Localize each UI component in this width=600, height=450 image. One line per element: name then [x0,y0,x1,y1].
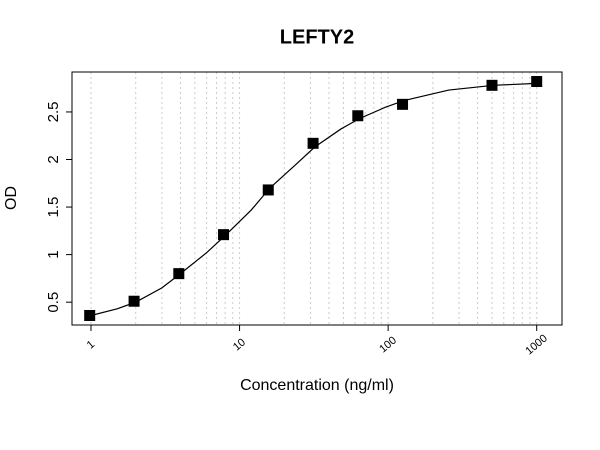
chart-title: LEFTY2 [280,26,354,48]
x-tick-label: 100 [377,334,399,355]
data-point [128,295,140,307]
x-tick-label: 10 [231,336,248,353]
data-point [352,110,364,122]
data-point [173,268,185,280]
y-tick-label: 2.5 [45,102,62,123]
data-point [218,229,230,241]
x-tick-label: 1000 [523,332,549,357]
y-tick-label: 2 [45,155,62,163]
data-point [397,98,409,110]
y-tick-label: 1 [45,250,62,258]
x-tick-label: 1 [85,338,97,351]
x-axis-label: Concentration (ng/ml) [240,377,394,394]
y-axis-label: OD [3,186,20,210]
data-point [84,309,96,321]
data-point [262,184,274,196]
data-point [531,76,543,88]
plot-frame [71,71,563,326]
y-tick-label: 0.5 [45,292,62,313]
data-point [307,137,319,149]
data-point [486,79,498,91]
y-tick-label: 1.5 [45,197,62,218]
fit-curve [87,82,537,318]
